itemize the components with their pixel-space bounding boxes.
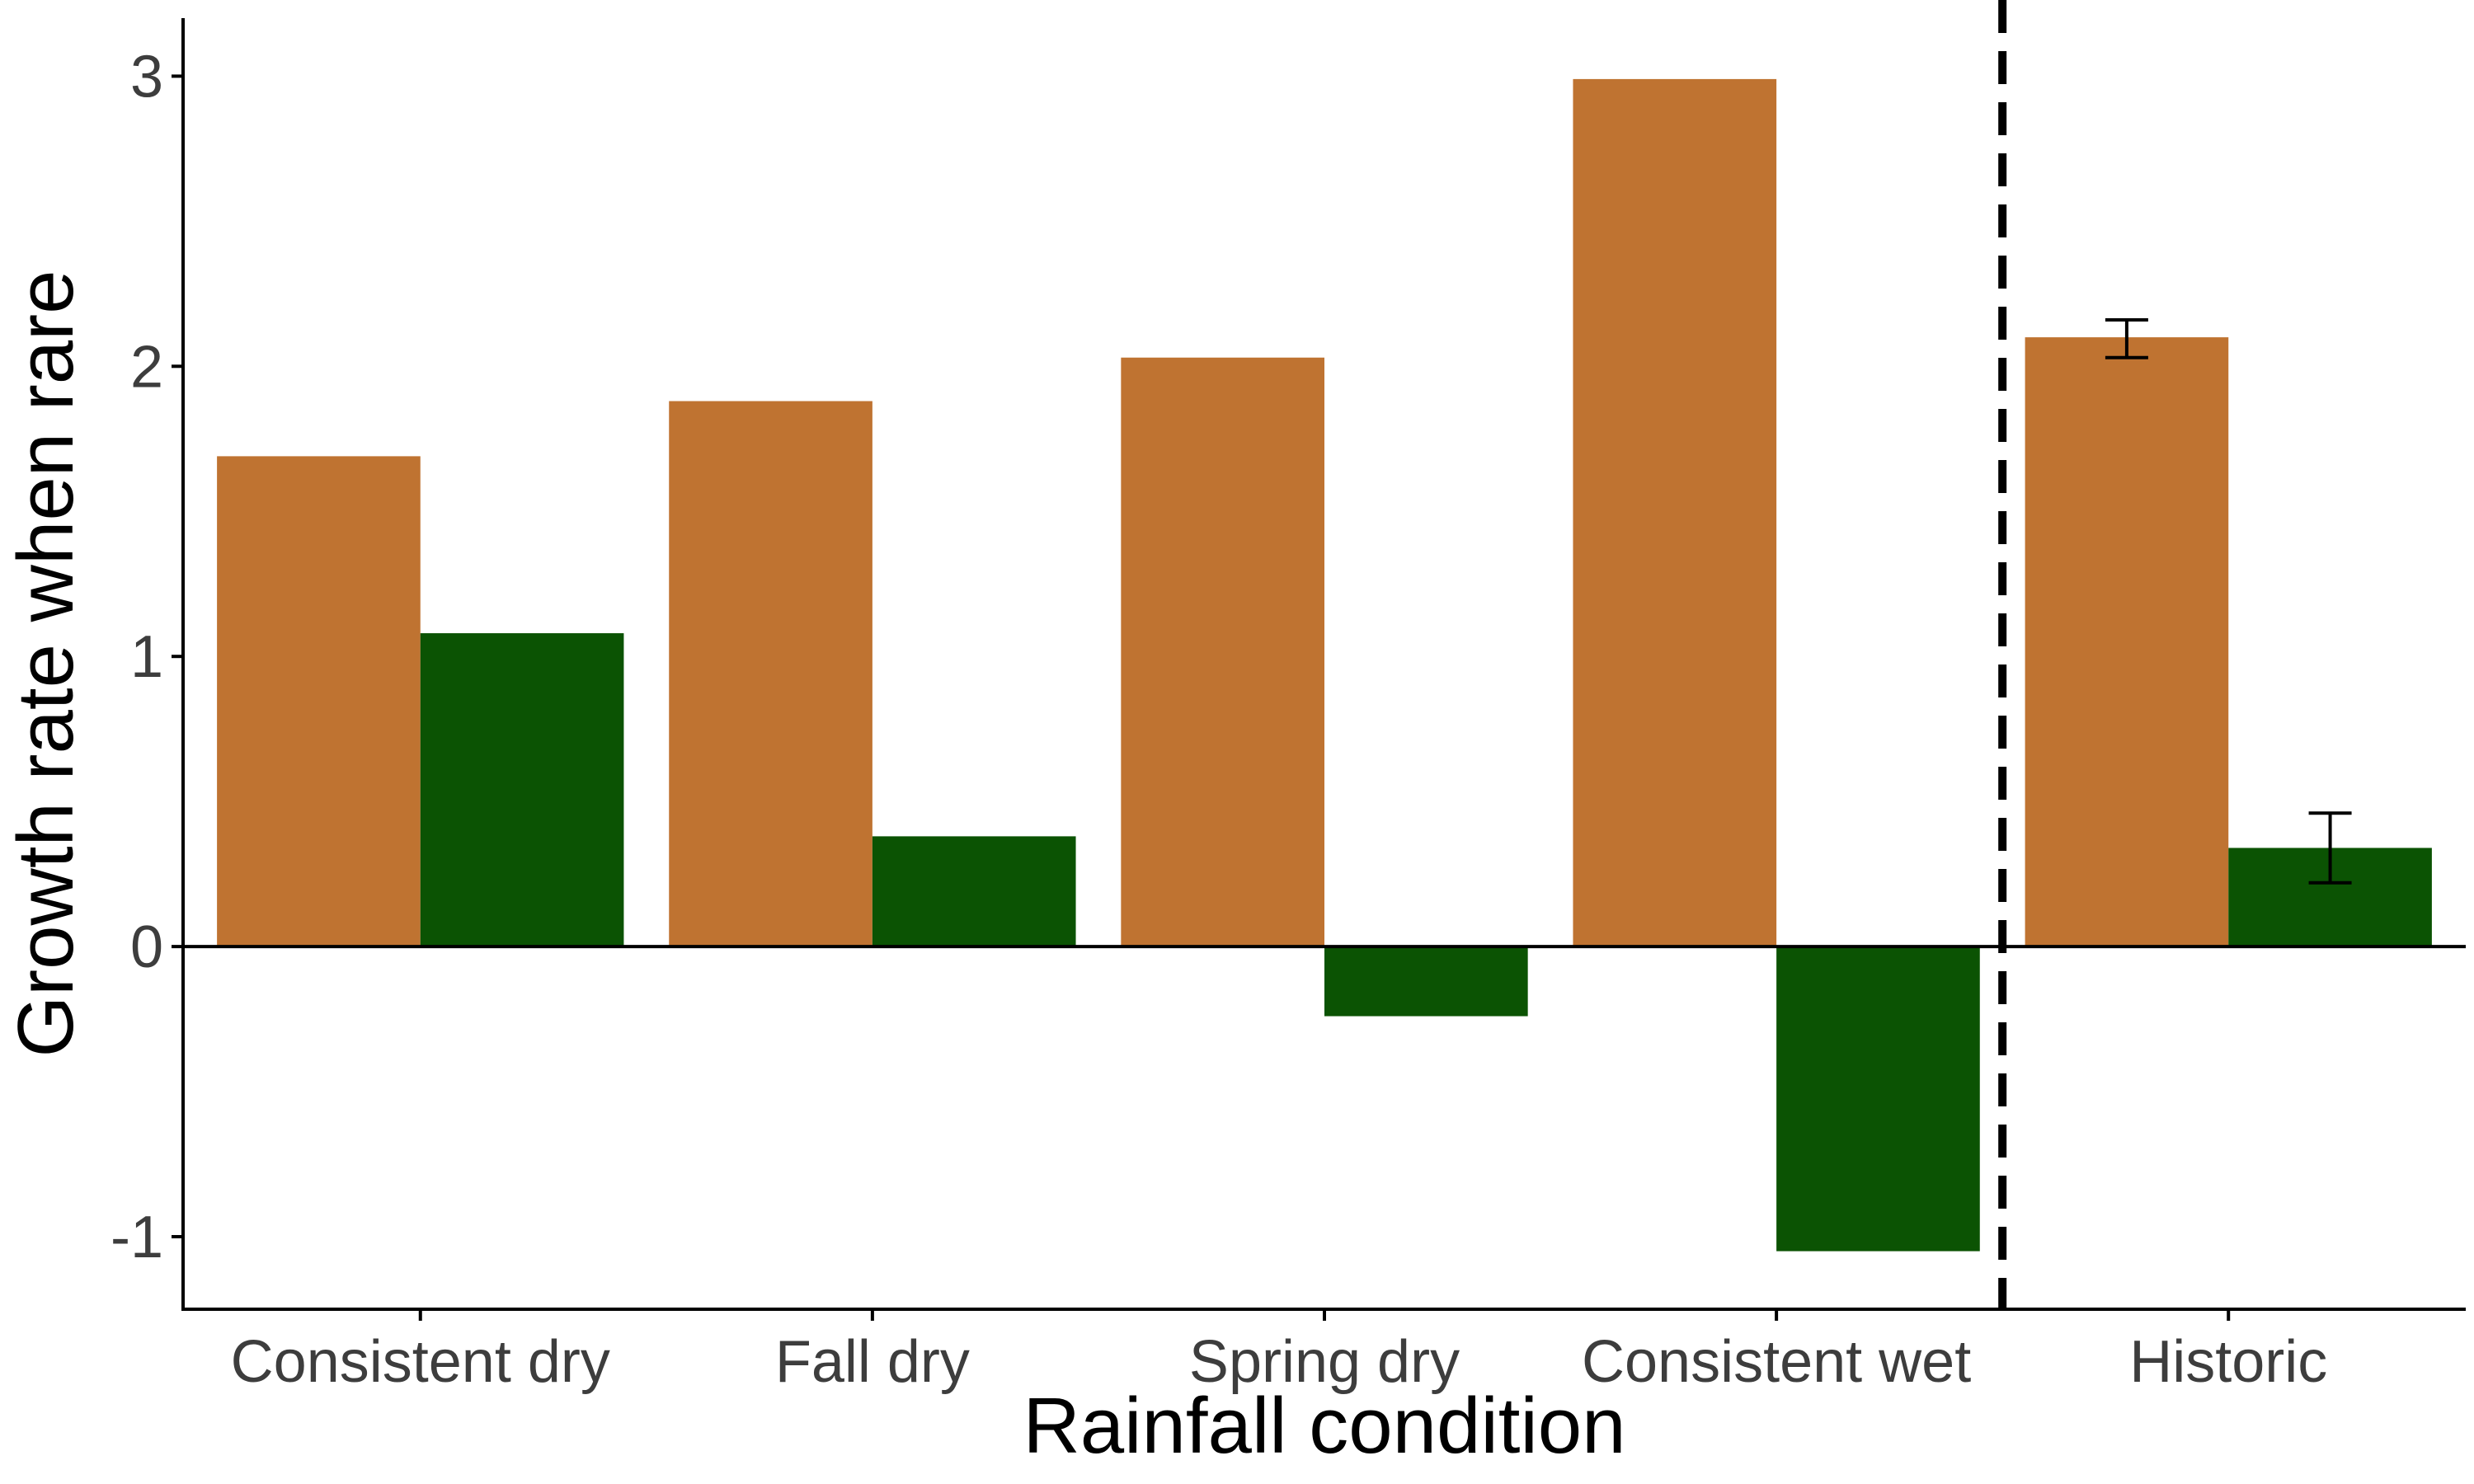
- bar: [1324, 946, 1528, 1017]
- bar: [420, 633, 624, 947]
- bar: [872, 836, 1076, 947]
- y-tick-label: 2: [130, 334, 163, 400]
- bar: [1121, 357, 1324, 947]
- y-tick-label: 1: [130, 624, 163, 690]
- error-bars-layer: [2105, 317, 2352, 885]
- x-tick-label: Historic: [2129, 1329, 2327, 1395]
- x-tick-label: Fall dry: [775, 1329, 970, 1395]
- bar: [1573, 78, 1777, 947]
- bar: [217, 456, 421, 947]
- y-tick-label: 3: [130, 44, 163, 110]
- x-tick-label: Spring dry: [1189, 1329, 1460, 1395]
- bars-layer: [217, 78, 2432, 1252]
- bar: [2025, 337, 2229, 947]
- bar: [669, 401, 872, 947]
- y-ticks: -1 0 1 2 3: [111, 44, 183, 1270]
- x-axis-title: Rainfall condition: [1023, 1382, 1625, 1470]
- x-tick-label: Consistent dry: [231, 1329, 610, 1395]
- bar: [1776, 946, 1980, 1252]
- y-tick-label: -1: [111, 1205, 163, 1270]
- x-tick-label: Consistent wet: [1582, 1329, 1971, 1395]
- x-ticks: Consistent dry Fall dry Spring dry Consiste…: [231, 1309, 2327, 1395]
- y-tick-label: 0: [130, 914, 163, 980]
- y-axis-title: Growth rate when rare: [2, 270, 90, 1057]
